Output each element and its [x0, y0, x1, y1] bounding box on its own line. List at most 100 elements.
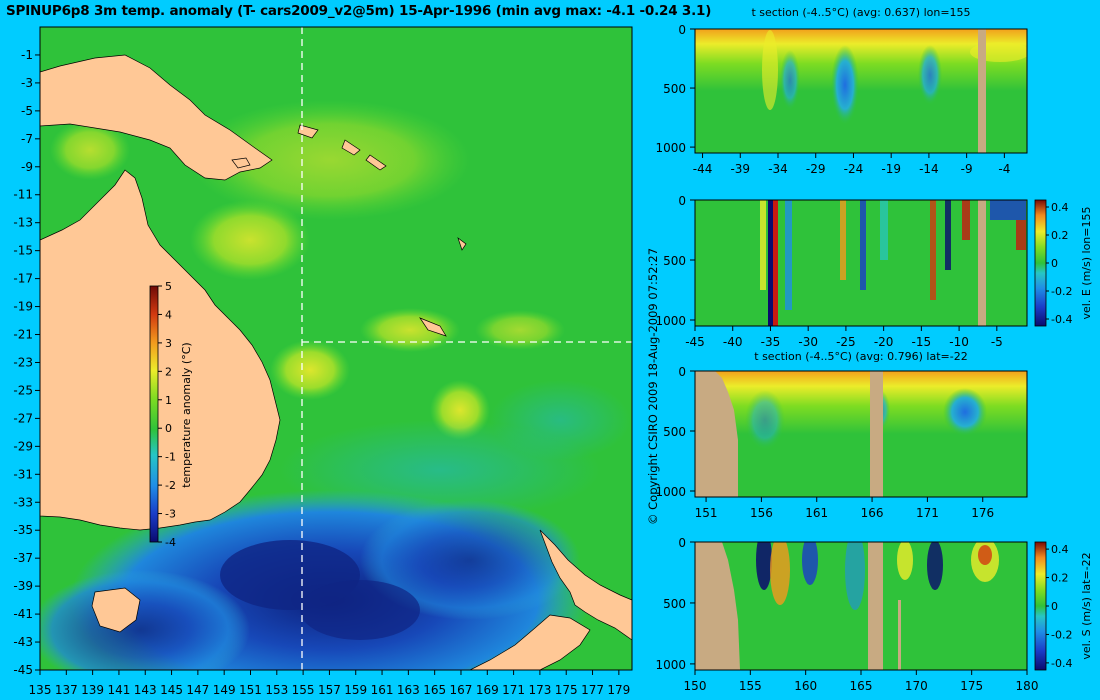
map-colorbar-tick-label: 0: [165, 422, 172, 435]
t-section-lon155-land: [978, 29, 986, 153]
vel-s-colorbar-label: vel. S (m/s) lat=-22: [1080, 552, 1093, 659]
vel-s-section-lat-22-land: [695, 542, 740, 670]
map-x-axis: 135 137 139 141 143 145 147 149 151 153 155 157 159 1…: [29, 670, 630, 697]
vel-e-section-lon155-panel: -45 -40 -35 -30 -25 -20 -15 -10 -5 0 500 1000 0.4 0.…: [655, 194, 1093, 349]
map-y-tick-label: -25: [13, 383, 33, 397]
section-colorbar-tick-label: -0.4: [1051, 313, 1072, 326]
section-x-tick-label: -39: [730, 162, 750, 176]
land-new-guinea: [40, 54, 273, 181]
t-section-lat-22-title: t section (-4..5°C) (avg: 0.796) lat=-22: [754, 350, 967, 363]
section-x-tick-label: 180: [1016, 679, 1039, 693]
map-colorbar-tick-label: 3: [165, 337, 172, 350]
section-x-tick-label: -29: [806, 162, 826, 176]
section-colorbar-tick-label: 0: [1051, 257, 1058, 270]
map-x-tick-label: 151: [239, 683, 262, 697]
section-x-tick-label: -30: [798, 335, 818, 349]
section-colorbar-tick-label: 0.2: [1051, 229, 1069, 242]
t-section-lon155-title: t section (-4..5°C) (avg: 0.637) lon=155: [751, 6, 970, 19]
section-x-tick-label: 165: [850, 679, 873, 693]
t-section-lon155-panel: t section (-4..5°C) (avg: 0.637) lon=155…: [655, 6, 1028, 176]
map-colorbar-ticks: 5 4 3 2 1 0 -1 -2 -3 -4: [158, 280, 176, 549]
map-x-tick-label: 161: [371, 683, 394, 697]
copyright-text: © Copyright CSIRO 2009 18-Aug-2009 07:52…: [646, 247, 660, 525]
map-y-tick-label: -3: [21, 76, 33, 90]
section-x-tick-label: -35: [761, 335, 781, 349]
map-colorbar: [149, 285, 159, 543]
map-x-tick-label: 159: [344, 683, 367, 697]
map-y-tick-label: -23: [13, 355, 33, 369]
map-x-tick-label: 143: [134, 683, 157, 697]
section-x-tick-label: -15: [912, 335, 932, 349]
section-y-tick-label: 0: [678, 536, 686, 550]
section-x-tick-label: 160: [794, 679, 817, 693]
section-x-tick-label: 150: [684, 679, 707, 693]
map-x-tick-label: 153: [265, 683, 288, 697]
map-y-tick-label: -21: [13, 328, 33, 342]
map-x-tick-label: 177: [581, 683, 604, 697]
map-x-tick-label: 163: [397, 683, 420, 697]
section-colorbar-tick-label: -0.4: [1051, 657, 1072, 670]
section-x-tick-label: -44: [693, 162, 713, 176]
map-x-tick-label: 165: [423, 683, 446, 697]
section-x-tick-label: -34: [768, 162, 788, 176]
land-australia: [40, 169, 281, 531]
section-x-tick-label: 171: [916, 506, 939, 520]
map-x-tick-label: 171: [502, 683, 525, 697]
map-x-tick-label: 137: [55, 683, 78, 697]
section-x-tick-label: -24: [844, 162, 864, 176]
t-section-lat-22-land: [695, 371, 738, 497]
map-x-tick-label: 139: [81, 683, 104, 697]
map-x-tick-label: 173: [528, 683, 551, 697]
section-x-tick-label: -14: [919, 162, 939, 176]
map-colorbar-tick-label: 4: [165, 308, 172, 321]
map-y-tick-label: -1: [21, 48, 33, 62]
map-y-tick-label: -35: [13, 523, 33, 537]
map-x-tick-label: 141: [107, 683, 130, 697]
map-y-tick-label: -17: [13, 272, 33, 286]
section-y-tick-label: 1000: [655, 485, 686, 499]
vel-s-colorbar: [1034, 541, 1047, 671]
map-x-tick-label: 169: [476, 683, 499, 697]
section-x-tick-label: 166: [861, 506, 884, 520]
section-colorbar-tick-label: 0.2: [1051, 572, 1069, 585]
section-x-tick-label: 175: [960, 679, 983, 693]
section-x-tick-label: 161: [805, 506, 828, 520]
section-x-tick-label: -19: [881, 162, 901, 176]
map-y-tick-label: -45: [13, 663, 33, 677]
map-x-tick-label: 179: [607, 683, 630, 697]
land-tasmania: [91, 587, 141, 633]
map-y-tick-label: -29: [13, 439, 33, 453]
section-y-tick-label: 1000: [655, 141, 686, 155]
map-colorbar-tick-label: 1: [165, 394, 172, 407]
map-y-tick-label: -41: [13, 607, 33, 621]
map-x-tick-label: 167: [450, 683, 473, 697]
map-y-tick-label: -11: [13, 188, 33, 202]
section-y-tick-label: 0: [678, 365, 686, 379]
map-y-tick-label: -27: [13, 411, 33, 425]
section-colorbar-tick-label: 0: [1051, 600, 1058, 613]
map-colorbar-label: temperature anomaly (°C): [180, 342, 193, 487]
section-y-tick-label: 500: [663, 254, 686, 268]
section-y-tick-label: 500: [663, 82, 686, 96]
map-y-tick-label: -37: [13, 551, 33, 565]
map-colorbar-tick-label: -2: [165, 479, 176, 492]
map-y-tick-label: -19: [13, 300, 33, 314]
map-colorbar-tick-label: 2: [165, 365, 172, 378]
section-x-tick-label: 156: [750, 506, 773, 520]
map-colorbar-tick-label: -1: [165, 451, 176, 464]
section-x-tick-label: -45: [685, 335, 705, 349]
section-y-tick-label: 500: [663, 597, 686, 611]
map-y-tick-label: -5: [21, 104, 33, 118]
section-y-tick-label: 500: [663, 425, 686, 439]
section-colorbar-tick-label: 0.4: [1051, 201, 1069, 214]
vel-e-colorbar: [1034, 199, 1047, 327]
map-x-tick-label: 149: [213, 683, 236, 697]
section-x-tick-label: 176: [971, 506, 994, 520]
section-x-tick-label: -10: [949, 335, 969, 349]
map-x-tick-label: 147: [186, 683, 209, 697]
section-colorbar-tick-label: 0.4: [1051, 543, 1069, 556]
section-colorbar-tick-label: -0.2: [1051, 285, 1072, 298]
map-colorbar-tick-label: -3: [165, 508, 176, 521]
